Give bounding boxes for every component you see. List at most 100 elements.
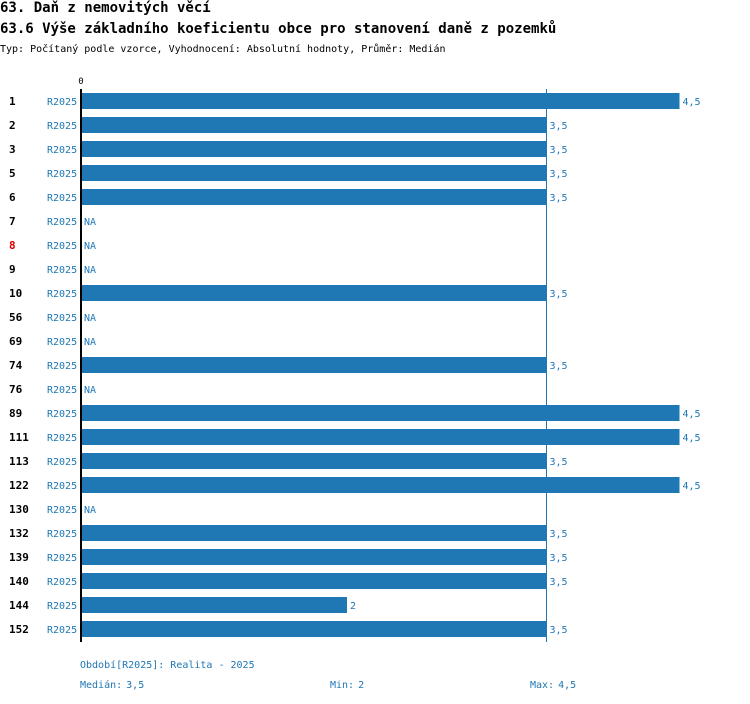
category-label: 113 bbox=[9, 455, 29, 468]
period-label: R2025 bbox=[47, 193, 77, 204]
median-stat-value: 3,5 bbox=[126, 680, 145, 691]
period-label: R2025 bbox=[47, 265, 77, 276]
category-label: 89 bbox=[9, 407, 22, 420]
bar bbox=[81, 429, 680, 445]
axis-zero-label: 0 bbox=[78, 77, 83, 87]
min-stat-label: Min: bbox=[330, 680, 355, 691]
value-label: 3,5 bbox=[550, 625, 568, 636]
value-label: 3,5 bbox=[550, 529, 568, 540]
category-label: 6 bbox=[9, 191, 16, 204]
value-label: 4,5 bbox=[683, 97, 701, 108]
period-label: R2025 bbox=[47, 169, 77, 180]
bar bbox=[81, 477, 680, 493]
category-label: 5 bbox=[9, 167, 16, 180]
category-label: 74 bbox=[9, 359, 23, 372]
category-label: 130 bbox=[9, 503, 29, 516]
value-label: 3,5 bbox=[550, 289, 568, 300]
category-label: 7 bbox=[9, 215, 16, 228]
category-label: 122 bbox=[9, 479, 29, 492]
chart-subtitle: 63.6 Výše základního koeficientu obce pr… bbox=[0, 21, 557, 37]
period-label: R2025 bbox=[47, 457, 77, 468]
value-label: NA bbox=[84, 337, 96, 348]
category-label: 152 bbox=[9, 623, 29, 636]
category-label: 139 bbox=[9, 551, 29, 564]
bar bbox=[81, 141, 547, 157]
period-legend: Období[R2025]: Realita - 2025 bbox=[80, 660, 255, 671]
median-stat-label: Medián: bbox=[80, 680, 123, 691]
min-stat: Min: 2 bbox=[330, 680, 364, 691]
value-label: 4,5 bbox=[683, 481, 701, 492]
value-label: 3,5 bbox=[550, 169, 568, 180]
category-label: 9 bbox=[9, 263, 16, 276]
value-label: 3,5 bbox=[550, 145, 568, 156]
period-label: R2025 bbox=[47, 553, 77, 564]
period-label: R2025 bbox=[47, 361, 77, 372]
period-label: R2025 bbox=[47, 409, 77, 420]
bar bbox=[81, 285, 547, 301]
period-label: R2025 bbox=[47, 289, 77, 300]
bar bbox=[81, 549, 547, 565]
category-label: 111 bbox=[9, 431, 29, 444]
period-label: R2025 bbox=[47, 313, 77, 324]
category-label: 69 bbox=[9, 335, 22, 348]
period-label: R2025 bbox=[47, 481, 77, 492]
bar bbox=[81, 573, 547, 589]
bar bbox=[81, 597, 347, 613]
max-stat-value: 4,5 bbox=[558, 680, 577, 691]
value-label: 4,5 bbox=[683, 433, 701, 444]
category-label: 10 bbox=[9, 287, 22, 300]
bar bbox=[81, 93, 680, 109]
category-label: 132 bbox=[9, 527, 29, 540]
value-label: 2 bbox=[350, 601, 356, 612]
median-stat: Medián: 3,5 bbox=[80, 680, 144, 691]
value-label: 4,5 bbox=[683, 409, 701, 420]
period-label: R2025 bbox=[47, 577, 77, 588]
period-label: R2025 bbox=[47, 433, 77, 444]
period-label: R2025 bbox=[47, 505, 77, 516]
bar bbox=[81, 525, 547, 541]
bar bbox=[81, 357, 547, 373]
value-label: 3,5 bbox=[550, 457, 568, 468]
bar bbox=[81, 117, 547, 133]
period-label: R2025 bbox=[47, 337, 77, 348]
max-stat-label: Max: bbox=[530, 680, 555, 691]
chart-type-info: Typ: Počítaný podle vzorce, Vyhodnocení:… bbox=[0, 44, 446, 55]
page-title: 63. Daň z nemovitých věcí bbox=[0, 0, 211, 16]
value-label: 3,5 bbox=[550, 193, 568, 204]
bar bbox=[81, 165, 547, 181]
category-label: 140 bbox=[9, 575, 29, 588]
period-label: R2025 bbox=[47, 145, 77, 156]
bar bbox=[81, 189, 547, 205]
category-label: 8 bbox=[9, 239, 16, 252]
period-label: R2025 bbox=[47, 217, 77, 228]
bar bbox=[81, 453, 547, 469]
value-label: NA bbox=[84, 241, 96, 252]
value-label: 3,5 bbox=[550, 361, 568, 372]
period-label: R2025 bbox=[47, 625, 77, 636]
period-label: R2025 bbox=[47, 241, 77, 252]
bar bbox=[81, 405, 680, 421]
category-label: 56 bbox=[9, 311, 23, 324]
max-stat: Max: 4,5 bbox=[530, 680, 576, 691]
period-label: R2025 bbox=[47, 601, 77, 612]
category-label: 2 bbox=[9, 119, 16, 132]
category-label: 76 bbox=[9, 383, 23, 396]
min-stat-value: 2 bbox=[358, 680, 365, 691]
value-label: 3,5 bbox=[550, 553, 568, 564]
value-label: 3,5 bbox=[550, 577, 568, 588]
category-label: 1 bbox=[9, 95, 16, 108]
category-label: 3 bbox=[9, 143, 16, 156]
value-label: NA bbox=[84, 265, 96, 276]
period-label: R2025 bbox=[47, 121, 77, 132]
value-label: NA bbox=[84, 385, 96, 396]
period-label: R2025 bbox=[47, 385, 77, 396]
value-label: NA bbox=[84, 313, 96, 324]
category-label: 144 bbox=[9, 599, 29, 612]
value-label: 3,5 bbox=[550, 121, 568, 132]
period-label: R2025 bbox=[47, 529, 77, 540]
bar bbox=[81, 621, 547, 637]
value-label: NA bbox=[84, 505, 96, 516]
value-label: NA bbox=[84, 217, 96, 228]
period-label: R2025 bbox=[47, 97, 77, 108]
